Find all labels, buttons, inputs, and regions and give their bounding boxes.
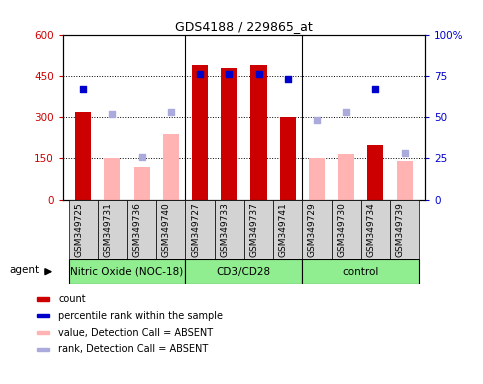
Point (167, 109, 175, 115)
Bar (251, 65, 267, 200)
Bar (397, 161, 412, 200)
Bar (127, 200, 156, 259)
Point (371, 86, 379, 92)
Point (138, 154, 145, 160)
Bar (302, 200, 331, 259)
Point (313, 118, 321, 124)
Title: GDS4188 / 229865_at: GDS4188 / 229865_at (175, 20, 313, 33)
Bar (368, 145, 384, 200)
Bar (98, 200, 127, 259)
Text: GSM349731: GSM349731 (103, 202, 113, 257)
Point (226, 71, 233, 77)
Point (196, 71, 204, 77)
Point (109, 111, 116, 117)
Bar (390, 200, 419, 259)
Bar (38, 331, 49, 334)
Text: GSM349741: GSM349741 (279, 202, 288, 257)
Bar (69, 259, 185, 284)
Bar (38, 348, 49, 351)
Bar (361, 200, 390, 259)
Point (255, 71, 262, 77)
Bar (331, 200, 361, 259)
Text: GSM349730: GSM349730 (337, 202, 346, 257)
Bar (134, 167, 150, 200)
Bar (104, 159, 120, 200)
Text: GSM349740: GSM349740 (162, 202, 171, 257)
Text: GSM349737: GSM349737 (250, 202, 258, 257)
Bar (185, 200, 215, 259)
Bar (280, 117, 296, 200)
Bar (309, 159, 325, 200)
Text: value, Detection Call = ABSENT: value, Detection Call = ABSENT (58, 328, 213, 338)
Text: GSM349727: GSM349727 (191, 202, 200, 257)
Text: control: control (342, 266, 379, 277)
Text: GSM349725: GSM349725 (74, 202, 83, 257)
Point (342, 109, 350, 115)
Bar (338, 154, 354, 200)
Text: GSM349733: GSM349733 (220, 202, 229, 257)
Bar (273, 200, 302, 259)
Text: GSM349734: GSM349734 (367, 202, 375, 257)
Text: GSM349739: GSM349739 (396, 202, 405, 257)
Bar (69, 200, 98, 259)
Point (284, 76, 292, 82)
Bar (75, 112, 91, 200)
Text: GSM349729: GSM349729 (308, 202, 317, 257)
Bar (38, 314, 49, 317)
Bar (185, 259, 302, 284)
Text: percentile rank within the sample: percentile rank within the sample (58, 311, 223, 321)
Bar (302, 259, 419, 284)
Bar (163, 134, 179, 200)
Bar (244, 200, 273, 259)
Text: CD3/CD28: CD3/CD28 (217, 266, 271, 277)
Point (401, 151, 409, 157)
Text: GSM349736: GSM349736 (133, 202, 142, 257)
Text: Nitric Oxide (NOC-18): Nitric Oxide (NOC-18) (71, 266, 184, 277)
Bar (156, 200, 185, 259)
Text: count: count (58, 294, 86, 304)
Text: rank, Detection Call = ABSENT: rank, Detection Call = ABSENT (58, 344, 209, 354)
Point (79, 86, 87, 92)
Bar (221, 68, 237, 200)
Bar (192, 65, 208, 200)
Bar (38, 297, 49, 301)
Bar (215, 200, 244, 259)
Text: agent: agent (10, 265, 40, 275)
